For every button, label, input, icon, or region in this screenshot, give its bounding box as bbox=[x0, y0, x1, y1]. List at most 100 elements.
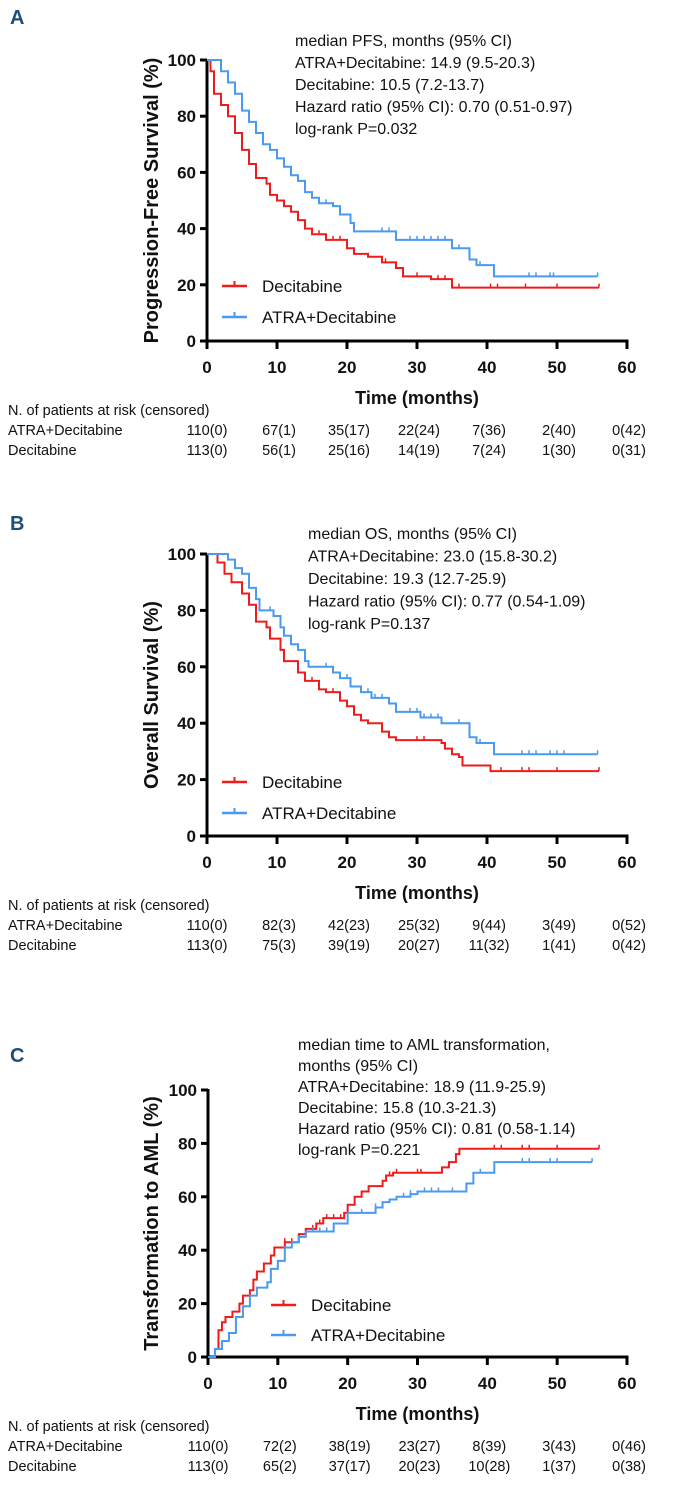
annotation-line: log-rank P=0.137 bbox=[308, 616, 430, 633]
annotation-line: ATRA+Decitabine: 23.0 (15.8-30.2) bbox=[308, 549, 557, 566]
risk-cell: 20(27) bbox=[398, 938, 440, 954]
legend-label: ATRA+Decitabine bbox=[262, 308, 396, 327]
risk-cell: 3(49) bbox=[542, 918, 576, 934]
x-tick-label: 60 bbox=[618, 853, 637, 872]
x-tick-label: 20 bbox=[338, 1374, 357, 1393]
x-tick-label: 40 bbox=[478, 1374, 497, 1393]
x-tick-label: 50 bbox=[548, 853, 567, 872]
risk-cell: 38(19) bbox=[329, 1439, 371, 1455]
y-tick-label: 0 bbox=[187, 332, 196, 351]
x-tick-label: 10 bbox=[268, 853, 287, 872]
risk-cell: 35(17) bbox=[328, 423, 370, 439]
risk-cell: 0(42) bbox=[612, 423, 646, 439]
x-tick-label: 40 bbox=[478, 358, 497, 377]
annotation-line: Decitabine: 19.3 (12.7-25.9) bbox=[308, 571, 506, 588]
risk-cell: 113(0) bbox=[188, 1459, 229, 1475]
y-tick-label: 40 bbox=[178, 1241, 197, 1260]
legend-label: Decitabine bbox=[311, 1296, 391, 1315]
legend-label: ATRA+Decitabine bbox=[262, 804, 396, 823]
risk-cell: 0(46) bbox=[612, 1439, 646, 1455]
km-curve-decitabine bbox=[207, 59, 599, 289]
risk-cell: 0(42) bbox=[612, 938, 646, 954]
panel-b: B 0 20 40 60 80 100 0 10 20 30 40 50 60 Overall Surviv… bbox=[8, 513, 646, 954]
risk-cell: 7(24) bbox=[472, 443, 506, 459]
risk-cell: 0(38) bbox=[612, 1459, 646, 1475]
risk-cell: 9(44) bbox=[472, 918, 506, 934]
x-tick-label: 10 bbox=[268, 358, 287, 377]
y-tick-label: 0 bbox=[187, 827, 196, 846]
risk-row-label: Decitabine bbox=[8, 443, 77, 459]
annotation-line: Hazard ratio (95% CI): 0.81 (0.58-1.14) bbox=[298, 1121, 575, 1138]
panel-label: B bbox=[10, 513, 24, 535]
x-tick-label: 40 bbox=[478, 853, 497, 872]
annotation-line: months (95% CI) bbox=[298, 1058, 418, 1075]
x-tick-label: 20 bbox=[338, 358, 357, 377]
risk-cell: 8(39) bbox=[472, 1439, 506, 1455]
y-tick-label: 20 bbox=[177, 276, 196, 295]
risk-table-title: N. of patients at risk (censored) bbox=[8, 1419, 209, 1435]
risk-cell: 1(37) bbox=[542, 1459, 576, 1475]
km-curve-decitabine bbox=[207, 553, 599, 773]
legend-label: Decitabine bbox=[262, 277, 342, 296]
y-axis-title: Transformation to AML (%) bbox=[141, 1096, 163, 1350]
risk-cell: 22(24) bbox=[398, 423, 440, 439]
risk-row-label: ATRA+Decitabine bbox=[8, 1439, 123, 1455]
risk-cell: 20(23) bbox=[399, 1459, 441, 1475]
x-tick-label: 50 bbox=[548, 358, 567, 377]
risk-cell: 10(28) bbox=[468, 1459, 510, 1475]
risk-cell: 14(19) bbox=[398, 443, 440, 459]
y-axis-title: Progression-Free Survival (%) bbox=[141, 58, 163, 344]
risk-cell: 3(43) bbox=[542, 1439, 576, 1455]
y-tick-label: 100 bbox=[169, 1081, 197, 1100]
y-tick-label: 40 bbox=[177, 714, 196, 733]
annotation-line: log-rank P=0.032 bbox=[295, 121, 417, 138]
legend-label: Decitabine bbox=[262, 773, 342, 792]
legend-label: ATRA+Decitabine bbox=[311, 1326, 445, 1345]
risk-cell: 56(1) bbox=[262, 443, 296, 459]
risk-cell: 0(52) bbox=[612, 918, 646, 934]
risk-table-title: N. of patients at risk (censored) bbox=[8, 898, 209, 914]
risk-row-label: Decitabine bbox=[8, 1459, 77, 1475]
risk-cell: 113(0) bbox=[187, 443, 228, 459]
risk-cell: 67(1) bbox=[262, 423, 296, 439]
km-curve-atra-decitabine bbox=[207, 553, 598, 756]
risk-cell: 113(0) bbox=[187, 938, 228, 954]
annotation-line: median time to AML transformation, bbox=[298, 1037, 550, 1054]
x-axis-title: Time (months) bbox=[355, 388, 479, 408]
y-tick-label: 80 bbox=[177, 601, 196, 620]
km-curve-atra-decitabine bbox=[208, 1161, 593, 1358]
x-tick-label: 0 bbox=[202, 358, 211, 377]
x-tick-label: 30 bbox=[408, 1374, 427, 1393]
y-tick-label: 0 bbox=[188, 1348, 197, 1367]
y-tick-label: 100 bbox=[168, 51, 196, 70]
y-axis-title: Overall Survival (%) bbox=[141, 601, 163, 789]
risk-cell: 1(41) bbox=[542, 938, 576, 954]
x-tick-label: 10 bbox=[268, 1374, 287, 1393]
annotation-line: Decitabine: 15.8 (10.3-21.3) bbox=[298, 1100, 496, 1117]
panel-a: A 0 20 40 60 80 100 0 10 20 30 40 50 60 Progression-Fr… bbox=[8, 7, 646, 459]
y-tick-label: 60 bbox=[178, 1188, 197, 1207]
risk-row-label: Decitabine bbox=[8, 938, 77, 954]
x-tick-label: 50 bbox=[548, 1374, 567, 1393]
risk-row-label: ATRA+Decitabine bbox=[8, 423, 123, 439]
x-tick-label: 0 bbox=[203, 1374, 212, 1393]
annotation-line: Hazard ratio (95% CI): 0.77 (0.54-1.09) bbox=[308, 594, 585, 611]
annotation-line: log-rank P=0.221 bbox=[298, 1142, 420, 1159]
km-curve-atra-decitabine bbox=[207, 59, 598, 278]
annotation-line: ATRA+Decitabine: 14.9 (9.5-20.3) bbox=[295, 55, 535, 72]
y-tick-label: 40 bbox=[177, 220, 196, 239]
risk-cell: 110(0) bbox=[187, 423, 228, 439]
x-tick-label: 30 bbox=[408, 853, 427, 872]
risk-cell: 1(30) bbox=[542, 443, 576, 459]
y-tick-label: 60 bbox=[177, 658, 196, 677]
risk-cell: 2(40) bbox=[542, 423, 576, 439]
x-tick-label: 60 bbox=[618, 358, 637, 377]
y-tick-label: 80 bbox=[177, 107, 196, 126]
panel-c: C 0 20 40 60 80 100 0 10 20 30 40 50 60 Transformation… bbox=[8, 1037, 646, 1475]
annotation-line: Decitabine: 10.5 (7.2-13.7) bbox=[295, 77, 484, 94]
risk-cell: 11(32) bbox=[469, 938, 510, 954]
annotation-line: median OS, months (95% CI) bbox=[308, 526, 517, 543]
risk-cell: 110(0) bbox=[188, 1439, 229, 1455]
annotation-line: Hazard ratio (95% CI): 0.70 (0.51-0.97) bbox=[295, 99, 572, 116]
